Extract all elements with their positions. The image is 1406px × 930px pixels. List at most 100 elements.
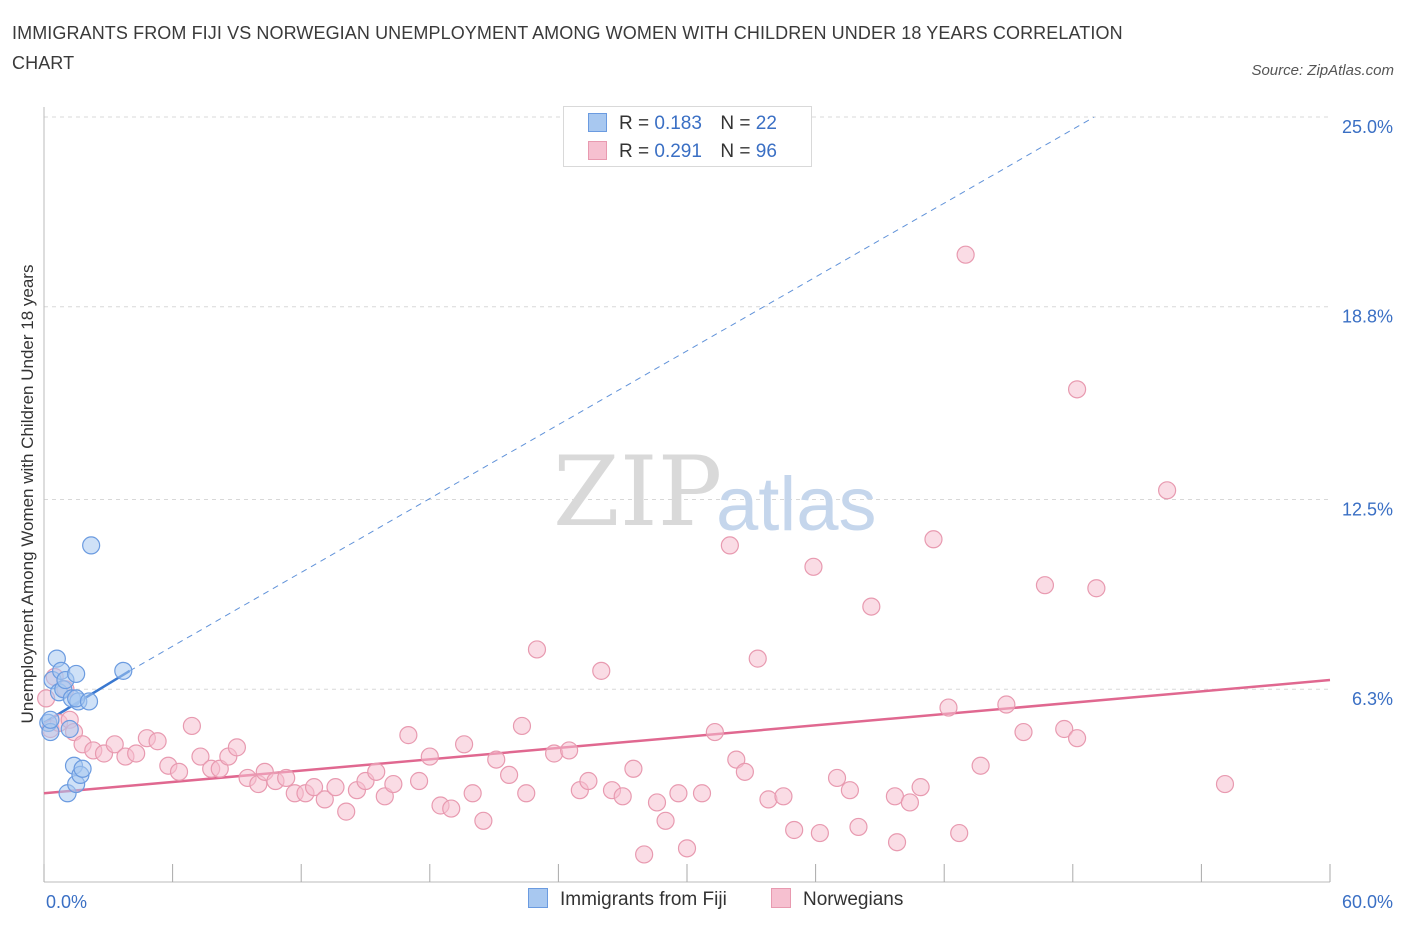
- legend-n-label: N =: [720, 113, 755, 134]
- legend-n-value: 22: [756, 113, 777, 134]
- norwegians-point: [421, 748, 438, 765]
- norwegians-point: [488, 751, 505, 768]
- data-points: [38, 246, 1234, 863]
- norwegians-point: [850, 818, 867, 835]
- norwegians-point: [736, 763, 753, 780]
- bottom-legend-norwegians: Norwegians: [771, 888, 903, 911]
- norwegians-point: [1088, 580, 1105, 597]
- bottom-legend-label-fiji: Immigrants from Fiji: [560, 889, 727, 910]
- fiji-point: [81, 693, 98, 710]
- norwegians-point: [1159, 482, 1176, 499]
- y-tick-label: 25.0%: [1342, 117, 1393, 137]
- norwegians-point: [1069, 730, 1086, 747]
- norwegians-point: [580, 773, 597, 790]
- norwegians-point: [400, 727, 417, 744]
- legend-swatch-norwegians: [588, 141, 607, 160]
- norwegians-point: [889, 834, 906, 851]
- norwegians-point: [912, 779, 929, 796]
- legend-r-label: R =: [619, 141, 654, 162]
- norwegians-point: [561, 742, 578, 759]
- norwegians-point: [513, 717, 530, 734]
- norwegians-point: [957, 246, 974, 263]
- norwegians-point: [368, 763, 385, 780]
- norwegians-point: [951, 825, 968, 842]
- norwegians-point: [614, 788, 631, 805]
- bottom-legend-label-norwegians: Norwegians: [803, 889, 903, 910]
- norwegians-point: [518, 785, 535, 802]
- norwegians-point: [972, 757, 989, 774]
- norwegians-point: [228, 739, 245, 756]
- norwegians-point: [593, 662, 610, 679]
- norwegians-point: [149, 733, 166, 750]
- stats-legend: R = 0.183 N = 22 R = 0.291 N = 96: [563, 106, 812, 167]
- norwegians-point: [411, 773, 428, 790]
- norwegians-point: [721, 537, 738, 554]
- norwegians-point: [805, 558, 822, 575]
- norwegians-point: [385, 776, 402, 793]
- norwegians-point: [811, 825, 828, 842]
- fiji-point: [115, 662, 132, 679]
- norwegians-point: [528, 641, 545, 658]
- x-tick-label: 60.0%: [1342, 892, 1393, 912]
- norwegians-point: [998, 696, 1015, 713]
- norwegians-point: [901, 794, 918, 811]
- norwegians-point: [863, 598, 880, 615]
- norwegians-point: [278, 769, 295, 786]
- legend-n-value: 96: [756, 141, 777, 162]
- norwegians-point: [546, 745, 563, 762]
- legend-r-label: R =: [619, 113, 654, 134]
- norwegians-point: [841, 782, 858, 799]
- norwegians-trend-line: [44, 680, 1330, 793]
- norwegians-point: [760, 791, 777, 808]
- watermark: ZIP atlas: [553, 436, 877, 548]
- norwegians-point: [679, 840, 696, 857]
- norwegians-point: [327, 779, 344, 796]
- norwegians-point: [625, 760, 642, 777]
- norwegians-point: [670, 785, 687, 802]
- norwegians-point: [1216, 776, 1233, 793]
- norwegians-point: [1069, 381, 1086, 398]
- legend-r-value: 0.291: [654, 141, 720, 163]
- norwegians-point: [464, 785, 481, 802]
- norwegians-point: [183, 717, 200, 734]
- norwegians-point: [456, 736, 473, 753]
- fiji-point: [68, 665, 85, 682]
- norwegians-point: [694, 785, 711, 802]
- norwegians-point: [749, 650, 766, 667]
- legend-row-fiji: R = 0.183 N = 22: [588, 113, 777, 135]
- fiji-point: [42, 711, 59, 728]
- norwegians-point: [925, 531, 942, 548]
- norwegians-point: [636, 846, 653, 863]
- norwegians-point: [1036, 577, 1053, 594]
- legend-r-value: 0.183: [654, 113, 720, 135]
- bottom-legend-swatch-norwegians: [771, 888, 791, 908]
- y-tick-label: 18.8%: [1342, 307, 1393, 327]
- grid: [44, 117, 1330, 689]
- norwegians-point: [786, 821, 803, 838]
- norwegians-point: [475, 812, 492, 829]
- norwegians-point: [940, 699, 957, 716]
- norwegians-point: [1015, 724, 1032, 741]
- legend-n-label: N =: [720, 141, 755, 162]
- norwegians-point: [443, 800, 460, 817]
- norwegians-point: [501, 766, 518, 783]
- y-tick-label: 6.3%: [1352, 689, 1393, 709]
- watermark-atlas: atlas: [716, 462, 877, 547]
- norwegians-point: [338, 803, 355, 820]
- bottom-legend-fiji: Immigrants from Fiji: [528, 888, 727, 911]
- fiji-trend-extension: [130, 117, 1094, 671]
- fiji-point: [83, 537, 100, 554]
- norwegians-point: [648, 794, 665, 811]
- norwegians-point: [128, 745, 145, 762]
- norwegians-point: [706, 724, 723, 741]
- x-tick-label: 0.0%: [46, 892, 87, 912]
- legend-swatch-fiji: [588, 113, 607, 132]
- fiji-point: [74, 760, 91, 777]
- watermark-zip: ZIP: [553, 436, 722, 548]
- norwegians-point: [171, 763, 188, 780]
- y-tick-label: 12.5%: [1342, 500, 1393, 520]
- fiji-point: [61, 721, 78, 738]
- bottom-legend-swatch-fiji: [528, 888, 548, 908]
- norwegians-point: [657, 812, 674, 829]
- norwegians-point: [775, 788, 792, 805]
